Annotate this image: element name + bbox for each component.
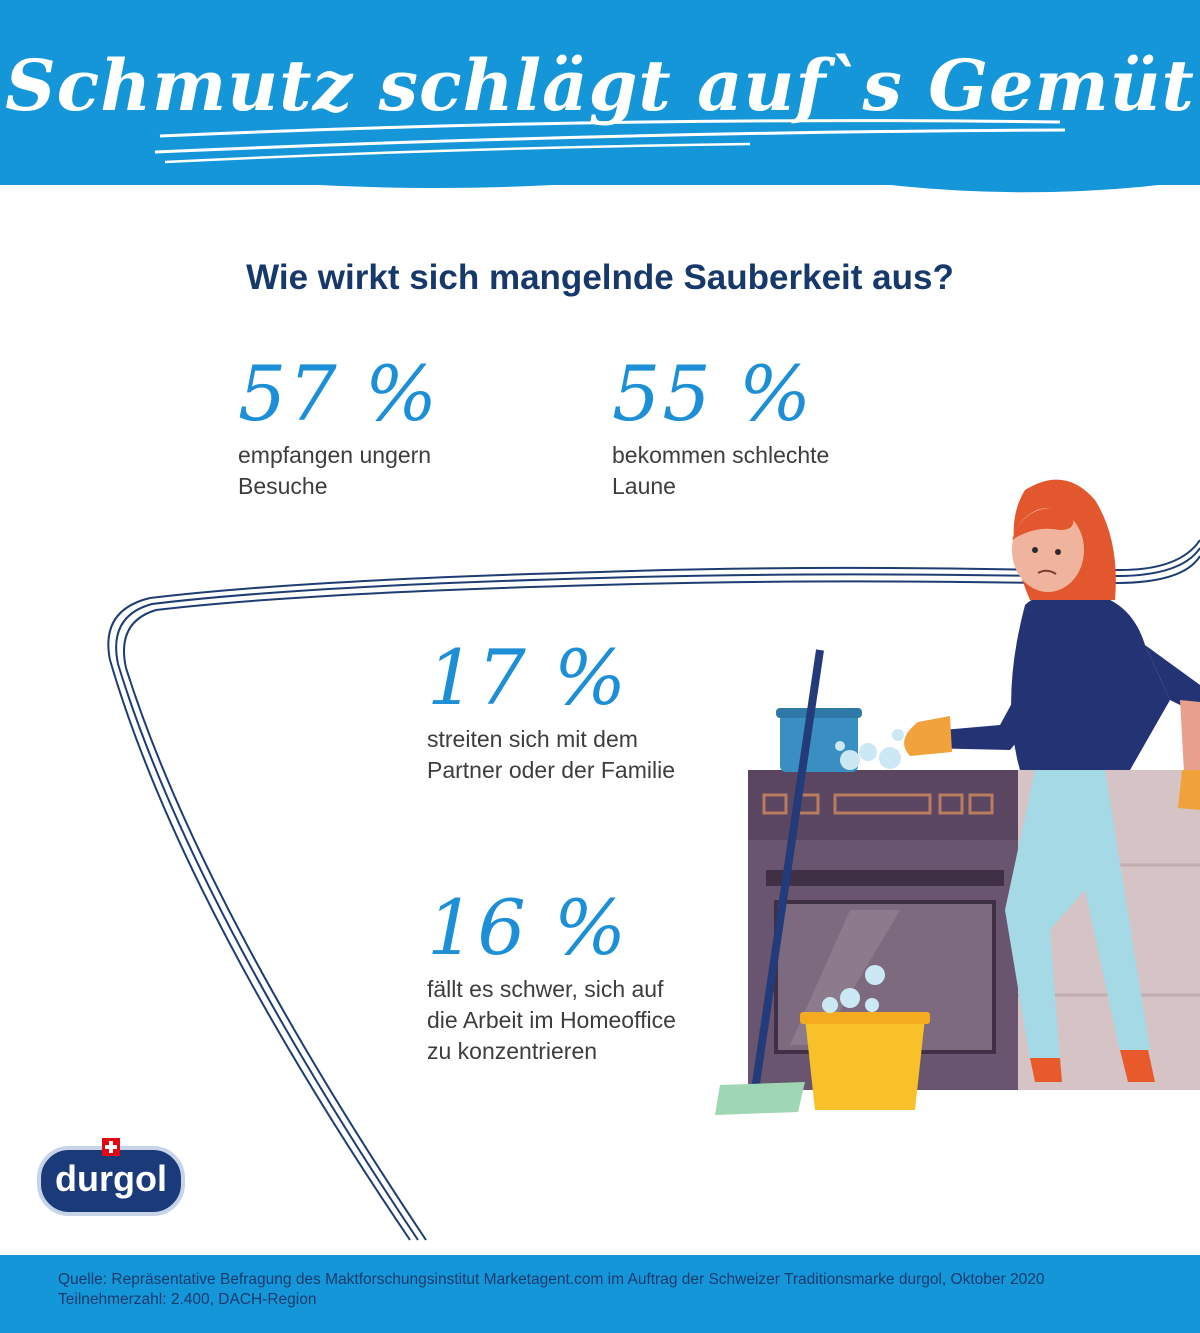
question-heading: Wie wirkt sich mangelnde Sauberkeit aus? (246, 258, 954, 297)
header-banner (0, 0, 1200, 185)
source-line: Quelle: Repräsentative Befragung des Mak… (58, 1271, 1045, 1288)
stat-visitors: 57 % empfangen ungern Besuche (238, 352, 439, 502)
stat-description: fällt es schwer, sich auf die Arbeit im … (427, 976, 676, 1064)
stat-value: 16 % (427, 883, 629, 972)
stat-value: 57 % (238, 349, 440, 438)
stat-description: streiten sich mit dem Partner oder der F… (427, 726, 675, 783)
durgol-logo: durgol (36, 1138, 186, 1218)
logo-badge (37, 1138, 185, 1216)
stat-description: empfangen ungern Besuche (238, 442, 432, 499)
participants-line: Teilnehmerzahl: 2.400, DACH-Region (58, 1291, 317, 1308)
stat-bad-mood: 55 % bekommen schlechte Laune (612, 352, 829, 502)
stat-description: bekommen schlechte Laune (612, 442, 830, 499)
title-underline (154, 119, 1066, 164)
page-title: Schmutz schlägt auf`s Gemüt (5, 44, 1195, 127)
logo-wordmark: durgol (55, 1158, 167, 1199)
stat-value: 55 % (612, 349, 814, 438)
stat-value: 17 % (427, 633, 629, 722)
footer-band (0, 1255, 1200, 1333)
cleaning-woman-illustration (715, 479, 1200, 1115)
stat-home-office: 16 % fällt es schwer, sich auf die Arbei… (427, 886, 676, 1067)
header-wave (0, 170, 1200, 193)
stat-arguments: 17 % streiten sich mit dem Partner oder … (427, 636, 675, 786)
footer-source: Quelle: Repräsentative Befragung des Mak… (58, 1270, 1178, 1310)
